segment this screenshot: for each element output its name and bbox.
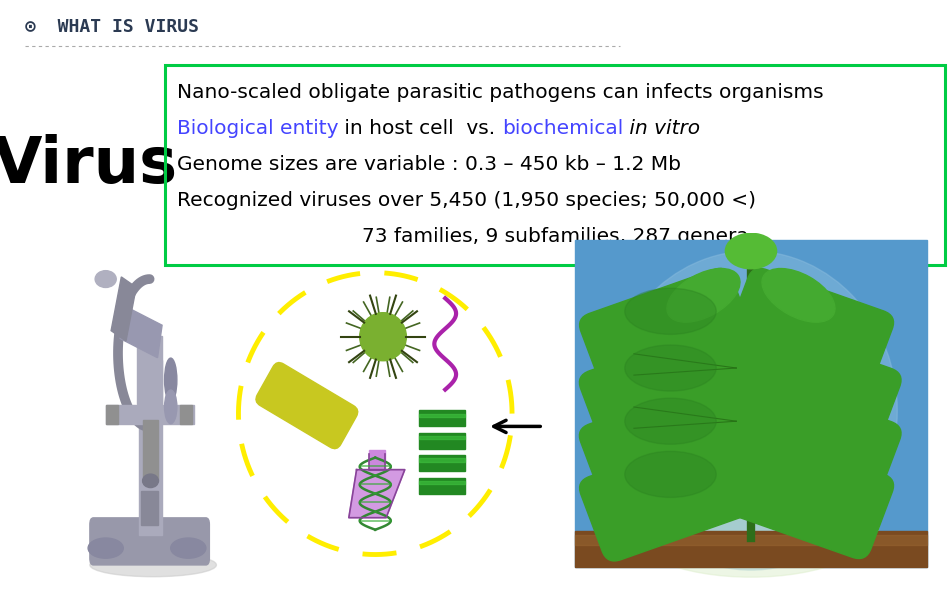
Text: Biological entity: Biological entity <box>177 119 338 138</box>
Text: in host cell  vs.: in host cell vs. <box>338 119 502 138</box>
Ellipse shape <box>625 345 716 391</box>
Bar <box>419 478 466 494</box>
Bar <box>142 421 159 481</box>
Bar <box>419 410 466 427</box>
Bar <box>419 433 466 449</box>
Bar <box>141 491 159 525</box>
FancyBboxPatch shape <box>256 362 358 448</box>
Ellipse shape <box>164 358 177 402</box>
FancyBboxPatch shape <box>725 376 901 510</box>
Ellipse shape <box>726 233 776 269</box>
Ellipse shape <box>667 268 740 322</box>
Ellipse shape <box>88 538 124 558</box>
Text: in vitro: in vitro <box>623 119 700 138</box>
Text: biochemical: biochemical <box>502 119 623 138</box>
Bar <box>419 455 466 471</box>
Bar <box>139 360 162 534</box>
Text: Genome sizes are variable : 0.3 – 450 kb – 1.2 Mb: Genome sizes are variable : 0.3 – 450 kb… <box>177 155 681 174</box>
FancyBboxPatch shape <box>90 518 209 565</box>
Bar <box>105 405 118 424</box>
Ellipse shape <box>164 390 177 424</box>
Bar <box>576 534 926 545</box>
Ellipse shape <box>623 471 879 577</box>
Bar <box>180 405 192 424</box>
Bar <box>111 277 136 341</box>
Bar <box>369 450 385 470</box>
Text: ⊙  WHAT IS VIRUS: ⊙ WHAT IS VIRUS <box>25 18 199 36</box>
Bar <box>165 65 945 265</box>
Bar <box>419 458 466 462</box>
FancyBboxPatch shape <box>580 376 763 512</box>
Bar <box>105 405 194 424</box>
Ellipse shape <box>604 251 898 570</box>
Polygon shape <box>349 470 405 518</box>
Text: 73 families, 9 subfamilies, 287 genera: 73 families, 9 subfamilies, 287 genera <box>362 227 749 246</box>
Bar <box>419 413 466 417</box>
Bar <box>419 481 466 484</box>
Ellipse shape <box>625 451 716 498</box>
FancyBboxPatch shape <box>580 324 763 459</box>
Bar <box>121 306 162 358</box>
FancyBboxPatch shape <box>725 268 894 396</box>
FancyBboxPatch shape <box>580 431 754 561</box>
Text: Virus: Virus <box>0 134 178 196</box>
Ellipse shape <box>90 553 217 577</box>
Ellipse shape <box>171 538 206 558</box>
Bar <box>419 436 466 439</box>
Text: Nano-scaled obligate parasitic pathogens can infects organisms: Nano-scaled obligate parasitic pathogens… <box>177 83 824 102</box>
FancyBboxPatch shape <box>580 268 754 398</box>
Bar <box>138 336 162 404</box>
Ellipse shape <box>142 474 159 488</box>
Ellipse shape <box>625 398 716 444</box>
Circle shape <box>360 313 407 361</box>
Ellipse shape <box>95 271 116 287</box>
Bar <box>576 531 926 567</box>
FancyBboxPatch shape <box>725 431 894 559</box>
Ellipse shape <box>762 268 835 322</box>
FancyBboxPatch shape <box>725 324 901 456</box>
Text: Recognized viruses over 5,450 (1,950 species; 50,000 <): Recognized viruses over 5,450 (1,950 spe… <box>177 191 756 210</box>
Ellipse shape <box>625 288 716 335</box>
